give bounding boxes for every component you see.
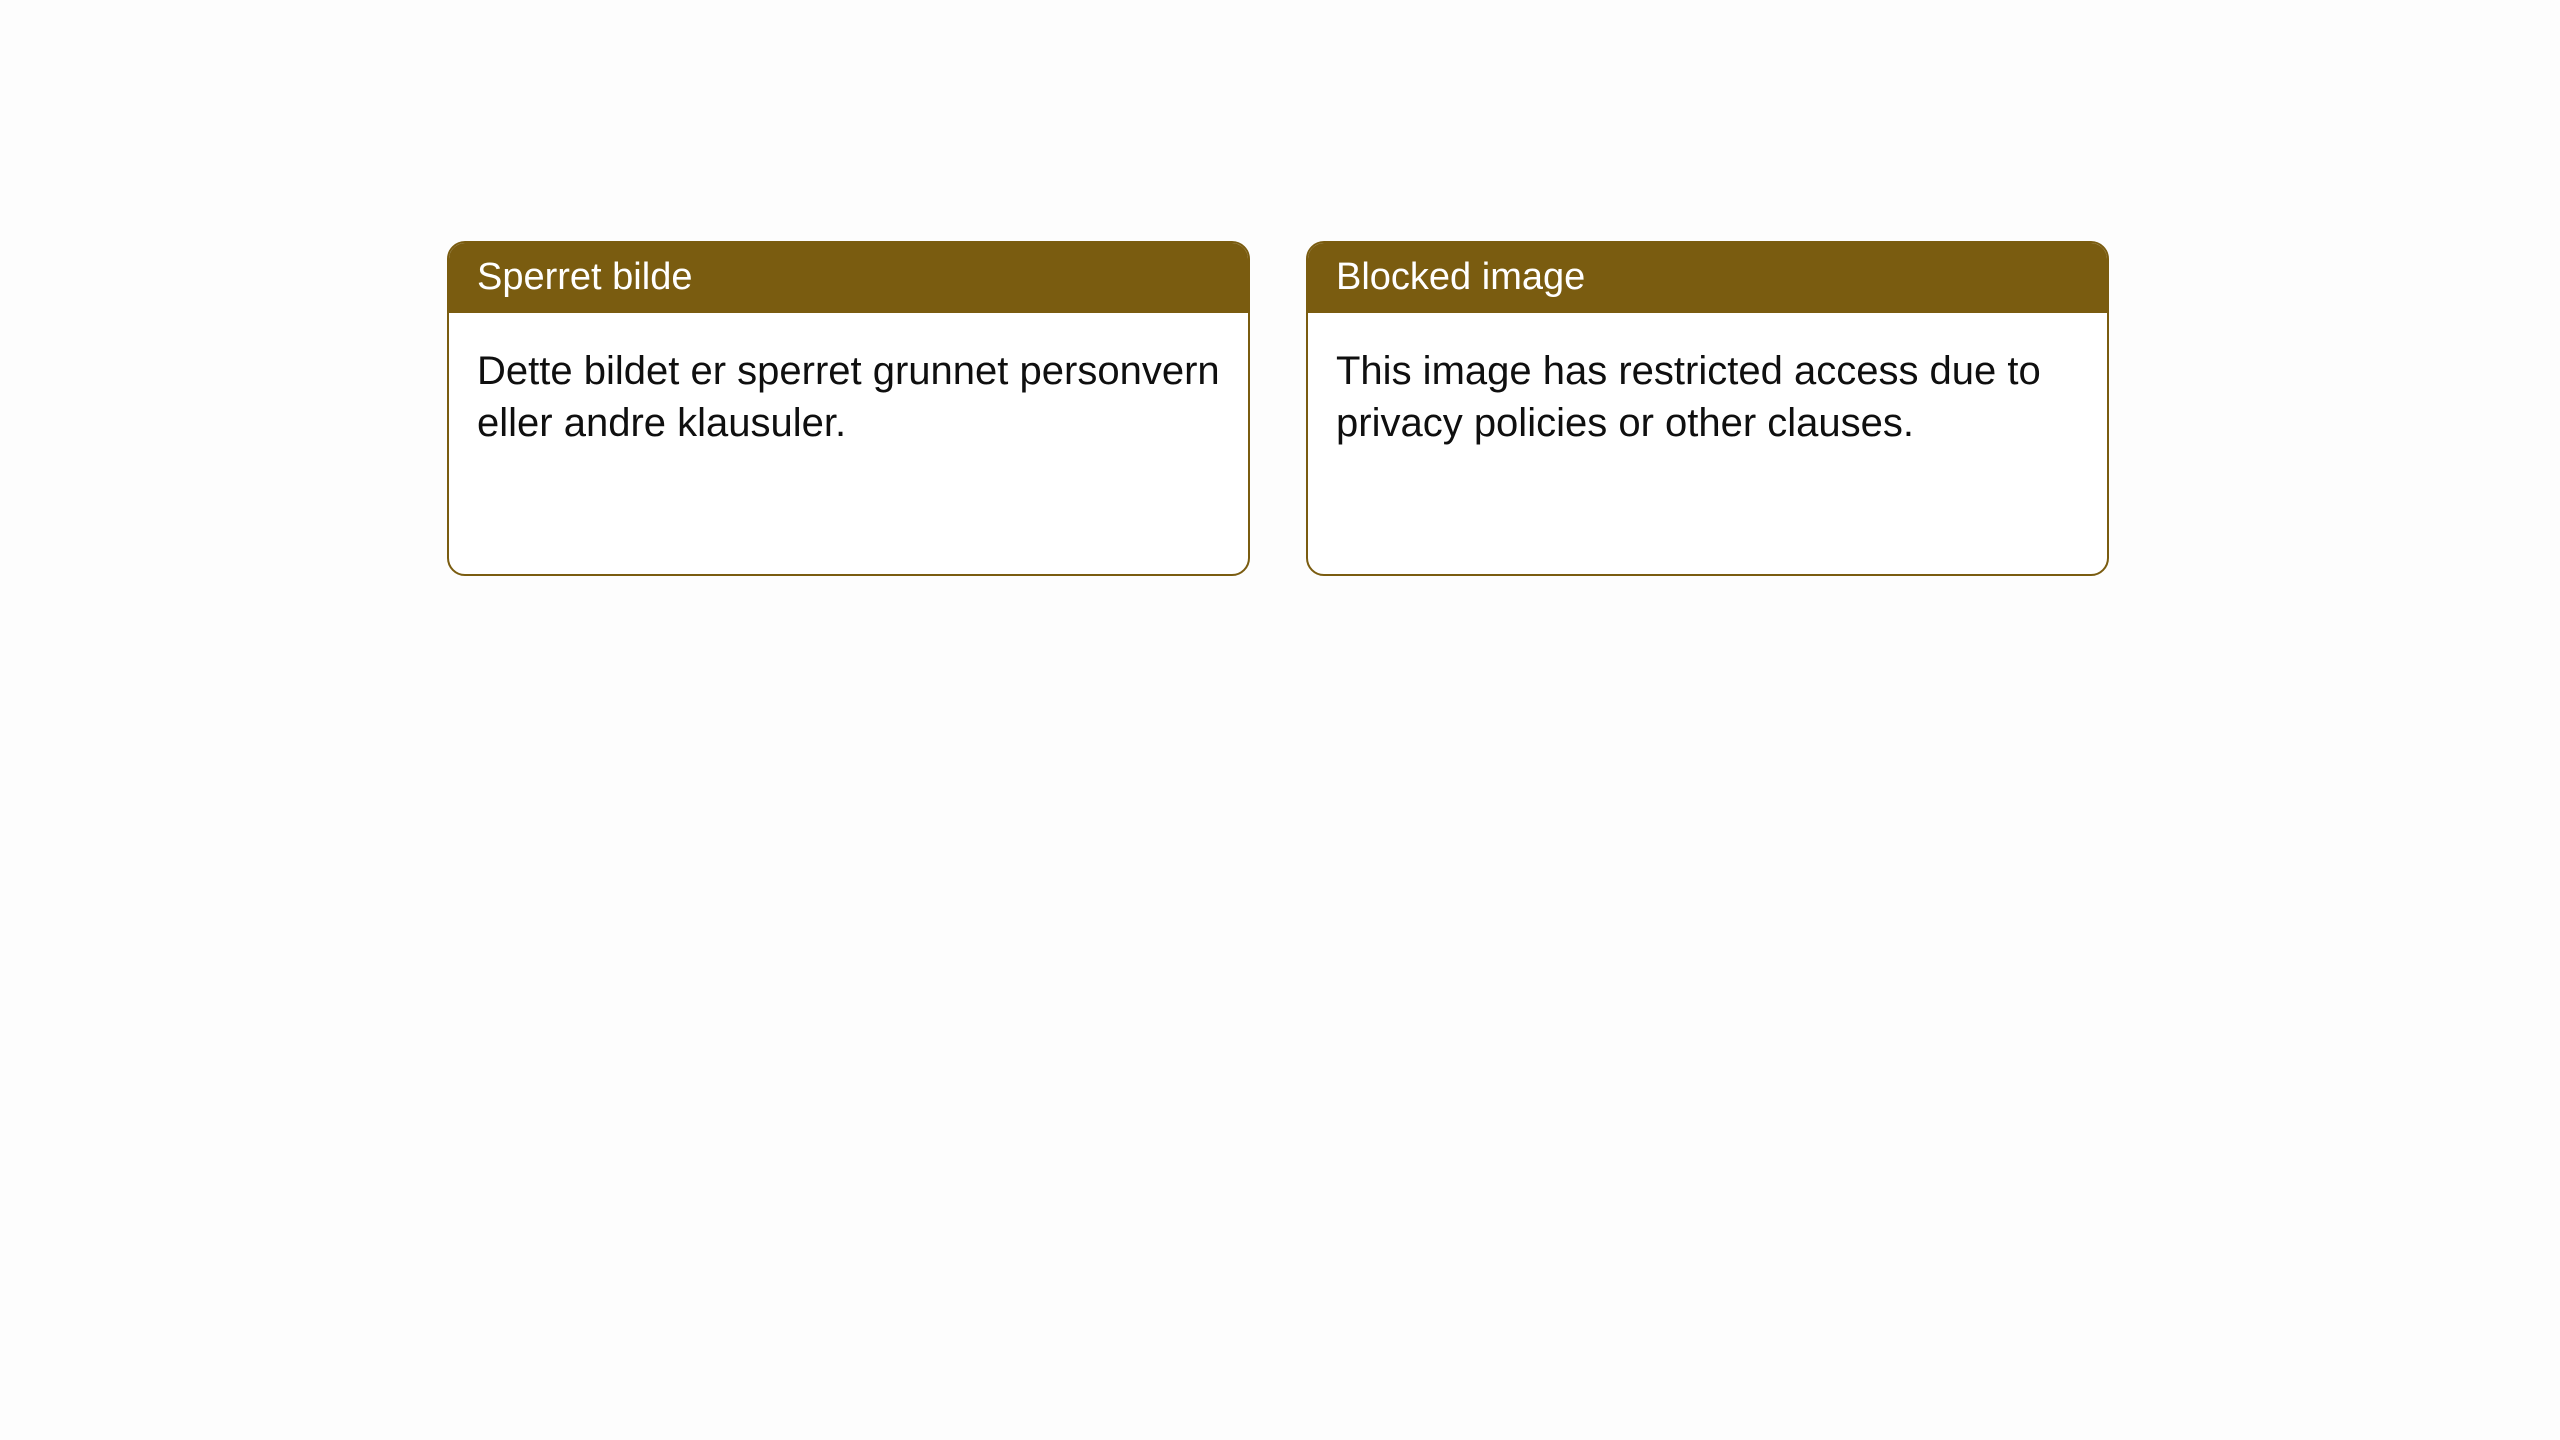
notice-card-title: Sperret bilde	[477, 256, 692, 298]
notice-card-body-text: Dette bildet er sperret grunnet personve…	[477, 349, 1220, 446]
notice-card-header: Blocked image	[1308, 243, 2107, 313]
notice-card-body: This image has restricted access due to …	[1308, 313, 2107, 483]
notice-card-body-text: This image has restricted access due to …	[1336, 349, 2041, 446]
notice-card-header: Sperret bilde	[449, 243, 1248, 313]
notice-card-body: Dette bildet er sperret grunnet personve…	[449, 313, 1248, 483]
notice-card-english: Blocked image This image has restricted …	[1306, 241, 2109, 576]
notice-card-title: Blocked image	[1336, 256, 1585, 298]
notice-container: Sperret bilde Dette bildet er sperret gr…	[0, 0, 2560, 576]
notice-card-norwegian: Sperret bilde Dette bildet er sperret gr…	[447, 241, 1250, 576]
